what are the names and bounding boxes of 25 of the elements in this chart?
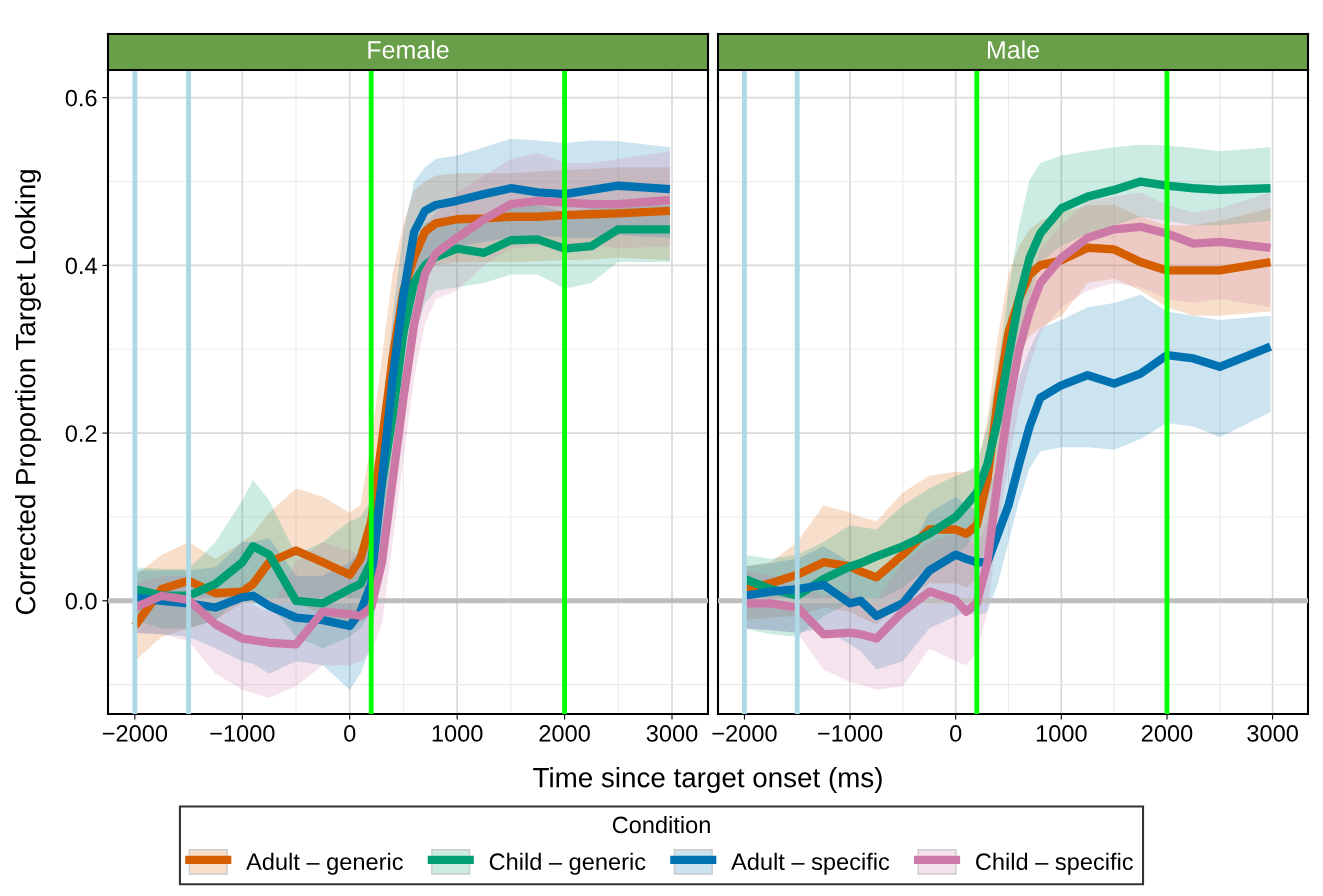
- x-tick-label: −1000: [210, 725, 275, 742]
- x-tick-label: 2000: [539, 725, 590, 742]
- legend-label: Child – generic: [489, 852, 646, 875]
- x-tick-label: 1000: [432, 725, 483, 742]
- x-tick-label: −1000: [818, 725, 883, 742]
- chart-title: Female: [368, 40, 449, 59]
- x-tick-label: 0: [950, 725, 962, 742]
- x-tick-label: 2000: [1141, 725, 1193, 742]
- y-tick-label: 0.4: [65, 257, 97, 275]
- x-tick-label: −2000: [102, 725, 168, 742]
- legend-label: Child – specific: [976, 852, 1133, 875]
- y-axis-title: Corrected Proportion Target Looking: [15, 170, 41, 615]
- y-tick-label: 0.2: [65, 425, 97, 442]
- x-axis-title: Time since target onset (ms): [533, 767, 882, 793]
- x-tick-label: 3000: [1247, 725, 1298, 742]
- chart-title: Male: [987, 40, 1039, 59]
- x-tick-label: 0: [344, 725, 356, 742]
- legend-label: Adult – specific: [731, 852, 890, 875]
- legend-title: Condition: [612, 815, 710, 834]
- y-tick-label: 0.6: [65, 89, 97, 107]
- x-tick-label: 1000: [1036, 725, 1087, 742]
- legend-label: Adult – generic: [246, 852, 403, 875]
- x-tick-label: −2000: [712, 725, 777, 742]
- y-tick-label: 0.0: [65, 592, 97, 610]
- x-tick-label: 3000: [646, 725, 698, 742]
